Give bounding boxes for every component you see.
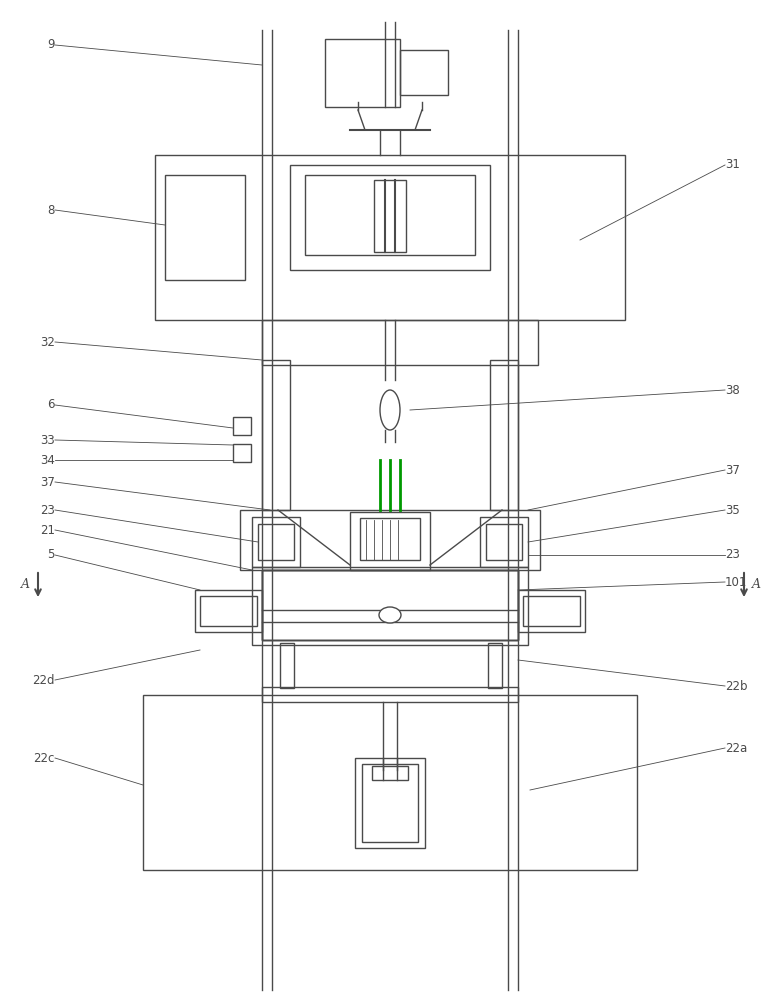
Bar — [252, 517, 300, 567]
Text: 35: 35 — [725, 504, 740, 516]
Text: 101: 101 — [725, 576, 748, 588]
Bar — [372, 766, 408, 780]
Bar — [305, 175, 475, 255]
Text: 23: 23 — [40, 504, 55, 516]
Bar — [258, 524, 294, 560]
Bar — [280, 643, 294, 688]
Text: 23: 23 — [725, 548, 740, 562]
Bar — [362, 764, 418, 842]
Bar — [486, 524, 522, 560]
Bar — [233, 417, 251, 435]
Ellipse shape — [379, 607, 401, 623]
Bar — [195, 590, 262, 632]
Bar — [262, 570, 518, 640]
Text: 8: 8 — [48, 204, 55, 217]
Bar — [523, 596, 580, 626]
Bar — [262, 570, 518, 640]
Text: 33: 33 — [40, 434, 55, 446]
Text: 22b: 22b — [725, 680, 748, 692]
Bar — [262, 360, 290, 510]
Text: 22d: 22d — [33, 674, 55, 686]
Bar — [325, 39, 400, 107]
Text: 6: 6 — [48, 398, 55, 412]
Bar — [233, 444, 251, 462]
Text: 37: 37 — [725, 464, 740, 477]
Bar — [262, 320, 538, 365]
Bar — [155, 155, 625, 320]
Bar — [488, 643, 502, 688]
Text: 21: 21 — [40, 524, 55, 536]
Bar — [240, 510, 540, 570]
Bar — [165, 175, 245, 280]
Bar — [518, 590, 585, 632]
Bar — [290, 165, 490, 270]
Bar — [400, 50, 448, 95]
Bar — [252, 567, 528, 645]
Text: 22c: 22c — [34, 752, 55, 764]
Text: 31: 31 — [725, 158, 740, 172]
Text: 37: 37 — [40, 476, 55, 488]
Text: 32: 32 — [40, 336, 55, 349]
Bar — [143, 695, 637, 870]
Text: 9: 9 — [48, 38, 55, 51]
Text: 38: 38 — [725, 383, 740, 396]
Ellipse shape — [380, 390, 400, 430]
Bar — [355, 758, 425, 848]
Text: A: A — [752, 578, 761, 591]
Text: 22a: 22a — [725, 742, 748, 754]
Text: 5: 5 — [48, 548, 55, 562]
Bar — [262, 687, 518, 702]
Bar — [490, 360, 518, 510]
Text: 34: 34 — [40, 454, 55, 466]
Text: A: A — [20, 578, 30, 591]
Bar — [262, 570, 518, 640]
Bar — [374, 180, 406, 252]
Bar — [350, 512, 430, 570]
Bar — [480, 517, 528, 567]
Bar — [200, 596, 257, 626]
Bar — [360, 518, 420, 560]
